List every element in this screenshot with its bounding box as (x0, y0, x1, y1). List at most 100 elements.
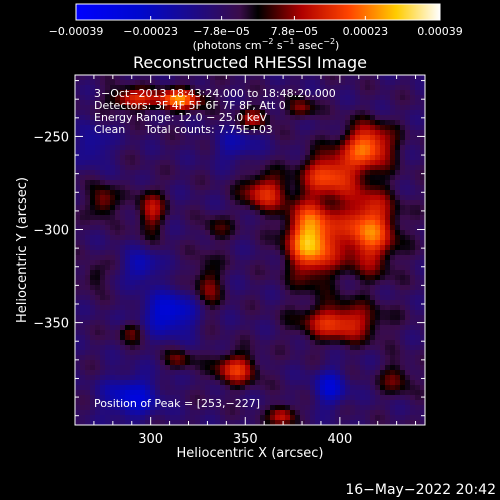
heatmap-cell (85, 385, 91, 391)
heatmap-cell (290, 190, 296, 196)
heatmap-cell (160, 385, 166, 391)
heatmap-cell (75, 120, 81, 126)
heatmap-cell (410, 180, 416, 186)
heatmap-cell (145, 185, 151, 191)
heatmap-cell (310, 405, 316, 411)
heatmap-cell (105, 100, 111, 106)
heatmap-cell (240, 340, 246, 346)
heatmap-cell (390, 220, 396, 226)
colorbar-gradient (75, 3, 441, 21)
heatmap-cell (405, 85, 411, 91)
heatmap-cell (410, 310, 416, 316)
heatmap-cell (225, 400, 231, 406)
heatmap-cell (215, 125, 221, 131)
heatmap-cell (270, 420, 276, 426)
heatmap-cell (175, 230, 181, 236)
heatmap-cell (330, 420, 336, 426)
heatmap-cell (110, 270, 116, 276)
heatmap-cell (295, 285, 301, 291)
heatmap-cell (120, 300, 126, 306)
heatmap-cell (105, 145, 111, 151)
heatmap-cell (385, 140, 391, 146)
heatmap-cell (190, 400, 196, 406)
heatmap-cell (365, 390, 371, 396)
heatmap-cell (110, 220, 116, 226)
heatmap-cell (405, 260, 411, 266)
heatmap-cell (375, 315, 381, 321)
heatmap-cell (375, 180, 381, 186)
heatmap-cell (385, 365, 391, 371)
heatmap-cell (80, 205, 86, 211)
heatmap-cell (370, 100, 376, 106)
heatmap-cell (295, 175, 301, 181)
heatmap-cell (385, 270, 391, 276)
heatmap-cell (155, 285, 161, 291)
heatmap-cell (230, 240, 236, 246)
heatmap-cell (365, 95, 371, 101)
heatmap-cell (85, 125, 91, 131)
heatmap-cell (350, 400, 356, 406)
heatmap-cell (275, 275, 281, 281)
heatmap-cell (225, 235, 231, 241)
heatmap-cell (125, 365, 131, 371)
heatmap-cell (420, 210, 426, 216)
heatmap-cell (390, 290, 396, 296)
heatmap-cell (210, 390, 216, 396)
heatmap-cell (170, 410, 176, 416)
heatmap-cell (120, 90, 126, 96)
heatmap-cell (95, 265, 101, 271)
heatmap-cell (360, 255, 366, 261)
heatmap-cell (370, 125, 376, 131)
heatmap-cell (385, 235, 391, 241)
heatmap-cell (225, 320, 231, 326)
heatmap-cell (100, 150, 106, 156)
heatmap-cell (150, 225, 156, 231)
heatmap-cell (105, 390, 111, 396)
heatmap-cell (235, 360, 241, 366)
heatmap-cell (115, 190, 121, 196)
heatmap-cell (295, 390, 301, 396)
heatmap-cell (215, 290, 221, 296)
heatmap-cell (100, 290, 106, 296)
heatmap-cell (350, 265, 356, 271)
heatmap-cell (405, 190, 411, 196)
heatmap-cell (80, 275, 86, 281)
heatmap-cell (175, 115, 181, 121)
heatmap-cell (390, 225, 396, 231)
heatmap-cell (335, 280, 341, 286)
heatmap-cell (265, 340, 271, 346)
heatmap-cell (240, 315, 246, 321)
heatmap-cell (370, 420, 376, 426)
heatmap-cell (140, 115, 146, 121)
heatmap-cell (365, 420, 371, 426)
heatmap-cell (360, 130, 366, 136)
heatmap-cell (270, 300, 276, 306)
heatmap-cell (140, 290, 146, 296)
heatmap-cell (390, 235, 396, 241)
heatmap-cell (140, 245, 146, 251)
heatmap-cell (275, 140, 281, 146)
heatmap-cell (160, 190, 166, 196)
heatmap-cell (80, 415, 86, 421)
heatmap-cell (200, 360, 206, 366)
heatmap-cell (110, 175, 116, 181)
heatmap-cell (215, 385, 221, 391)
heatmap-cell (280, 235, 286, 241)
heatmap-cell (105, 105, 111, 111)
heatmap-cell (270, 275, 276, 281)
heatmap-cell (250, 320, 256, 326)
heatmap-cell (305, 370, 311, 376)
heatmap-cell (250, 315, 256, 321)
heatmap-cell (170, 335, 176, 341)
heatmap-cell (135, 155, 141, 161)
heatmap-cell (370, 140, 376, 146)
heatmap-cell (150, 245, 156, 251)
heatmap-cell (330, 150, 336, 156)
heatmap-cell (215, 330, 221, 336)
heatmap-cell (295, 140, 301, 146)
heatmap-cell (275, 400, 281, 406)
heatmap-cell (295, 420, 301, 426)
heatmap-cell (340, 150, 346, 156)
heatmap-cell (140, 85, 146, 91)
heatmap-cell (275, 415, 281, 421)
